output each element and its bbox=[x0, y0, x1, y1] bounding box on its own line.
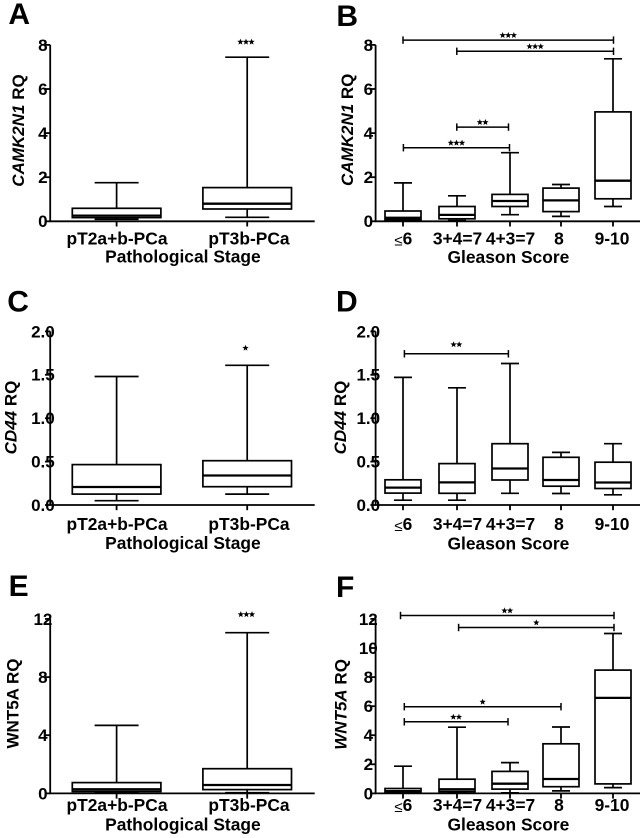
svg-text:3+4=7: 3+4=7 bbox=[433, 514, 482, 534]
svg-text:D: D bbox=[336, 286, 358, 319]
svg-text:6: 6 bbox=[38, 80, 47, 99]
svg-text:0.0: 0.0 bbox=[31, 496, 55, 515]
svg-text:0: 0 bbox=[38, 212, 47, 231]
svg-text:12: 12 bbox=[33, 610, 52, 629]
svg-text:CD44 RQ: CD44 RQ bbox=[2, 381, 21, 455]
svg-text:8: 8 bbox=[38, 668, 47, 687]
svg-text:WNT5A RQ: WNT5A RQ bbox=[332, 659, 351, 750]
svg-text:0: 0 bbox=[364, 784, 373, 803]
svg-text:2.0: 2.0 bbox=[31, 322, 55, 341]
svg-text:≤6: ≤6 bbox=[394, 514, 412, 535]
svg-text:4+3=7: 4+3=7 bbox=[486, 795, 535, 815]
svg-text:E: E bbox=[9, 570, 29, 603]
svg-text:8: 8 bbox=[38, 36, 47, 55]
svg-text:Gleason Score: Gleason Score bbox=[448, 247, 570, 267]
svg-text:4: 4 bbox=[364, 726, 374, 745]
svg-text:10: 10 bbox=[359, 639, 378, 658]
svg-text:0.5: 0.5 bbox=[31, 453, 55, 472]
svg-text:Pathological Stage: Pathological Stage bbox=[105, 246, 261, 266]
svg-text:Gleason Score: Gleason Score bbox=[448, 533, 570, 553]
svg-text:3+4=7: 3+4=7 bbox=[433, 795, 482, 815]
svg-text:1.5: 1.5 bbox=[31, 366, 55, 385]
svg-text:4: 4 bbox=[38, 124, 48, 143]
svg-text:2: 2 bbox=[38, 168, 47, 187]
svg-text:pT2a+b-PCa: pT2a+b-PCa bbox=[67, 514, 168, 534]
svg-text:Pathological Stage: Pathological Stage bbox=[105, 815, 261, 835]
svg-text:2: 2 bbox=[364, 755, 373, 774]
svg-text:Gleason Score: Gleason Score bbox=[448, 815, 570, 835]
svg-text:1.0: 1.0 bbox=[31, 409, 55, 428]
svg-text:4: 4 bbox=[364, 124, 374, 143]
svg-text:9-10: 9-10 bbox=[595, 228, 630, 248]
svg-text:pT3b-PCa: pT3b-PCa bbox=[208, 514, 289, 534]
svg-text:Pathological Stage: Pathological Stage bbox=[105, 533, 261, 553]
svg-text:CAMK2N1 RQ: CAMK2N1 RQ bbox=[9, 74, 28, 186]
svg-text:6: 6 bbox=[364, 697, 373, 716]
svg-text:CD44 RQ: CD44 RQ bbox=[331, 381, 350, 455]
svg-text:pT3b-PCa: pT3b-PCa bbox=[208, 795, 289, 815]
svg-text:pT2a+b-PCa: pT2a+b-PCa bbox=[67, 228, 168, 248]
svg-text:F: F bbox=[336, 571, 354, 604]
svg-text:0.5: 0.5 bbox=[356, 453, 380, 472]
svg-text:12: 12 bbox=[359, 610, 378, 629]
svg-text:6: 6 bbox=[364, 80, 373, 99]
svg-text:2.0: 2.0 bbox=[356, 322, 380, 341]
svg-text:8: 8 bbox=[364, 36, 373, 55]
svg-text:≤6: ≤6 bbox=[394, 795, 412, 816]
svg-text:8: 8 bbox=[554, 514, 564, 534]
svg-text:1.5: 1.5 bbox=[356, 366, 380, 385]
svg-text:0: 0 bbox=[38, 784, 47, 803]
svg-text:A: A bbox=[8, 0, 30, 31]
svg-text:1.0: 1.0 bbox=[356, 409, 380, 428]
svg-text:0.0: 0.0 bbox=[356, 496, 380, 515]
svg-text:C: C bbox=[7, 286, 29, 319]
svg-text:CAMK2N1 RQ: CAMK2N1 RQ bbox=[338, 74, 357, 186]
svg-text:4+3=7: 4+3=7 bbox=[486, 514, 535, 534]
svg-text:4: 4 bbox=[38, 726, 48, 745]
svg-text:pT3b-PCa: pT3b-PCa bbox=[208, 228, 289, 248]
svg-text:3+4=7: 3+4=7 bbox=[433, 228, 482, 248]
svg-text:0: 0 bbox=[364, 212, 373, 231]
svg-text:B: B bbox=[336, 0, 358, 33]
svg-text:≤6: ≤6 bbox=[394, 228, 412, 249]
svg-text:8: 8 bbox=[554, 795, 564, 815]
svg-text:8: 8 bbox=[554, 228, 564, 248]
svg-text:WNT5A RQ: WNT5A RQ bbox=[4, 658, 23, 748]
svg-text:9-10: 9-10 bbox=[595, 795, 630, 815]
svg-text:9-10: 9-10 bbox=[595, 514, 630, 534]
svg-text:4+3=7: 4+3=7 bbox=[486, 228, 535, 248]
svg-text:2: 2 bbox=[364, 168, 373, 187]
svg-text:pT2a+b-PCa: pT2a+b-PCa bbox=[67, 795, 168, 815]
svg-text:8: 8 bbox=[364, 668, 373, 687]
